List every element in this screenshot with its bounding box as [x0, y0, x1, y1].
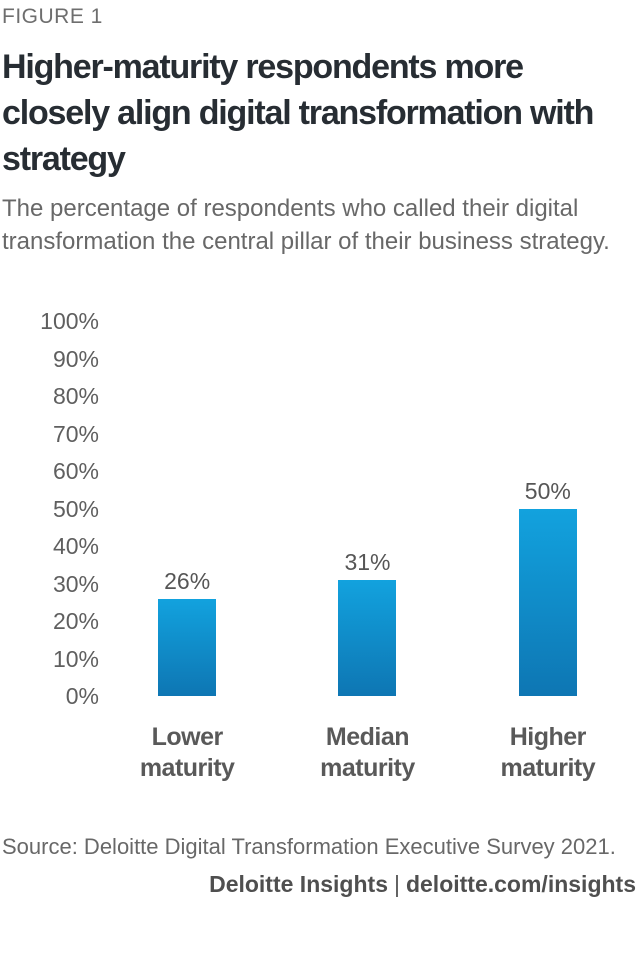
x-axis-category-label: Median maturity	[320, 723, 415, 782]
bar-value-label: 31%	[344, 548, 391, 575]
y-tick-label: 60%	[52, 458, 99, 484]
y-tick-label: 80%	[52, 383, 99, 409]
bar	[518, 508, 577, 696]
y-tick-label: 90%	[52, 345, 99, 372]
y-tick-label: 40%	[52, 533, 99, 559]
y-tick-label: 100%	[40, 308, 99, 334]
x-axis-category: Median maturity	[277, 722, 457, 784]
bar	[158, 598, 217, 696]
y-tick-label: 30%	[52, 570, 99, 597]
footer-brand: Deloitte Insights	[209, 871, 388, 897]
bar-group: 50%	[458, 477, 638, 696]
bar-group: 31%	[277, 549, 457, 696]
figure-number-label: FIGURE 1	[2, 5, 103, 28]
bar-chart: 0% 10% 20% 30% 40% 50% 60% 70% 80% 90% 100% 26% 31%…	[2, 304, 638, 709]
bar-group: 26%	[97, 567, 277, 696]
x-axis-labels: Lower maturity Median maturity Higher matu…	[97, 722, 638, 784]
bar	[338, 579, 397, 696]
footer-url: deloitte.com/insights	[405, 871, 636, 897]
footer: Deloitte Insights | deloitte.com/insights	[2, 871, 638, 897]
x-axis-category: Lower maturity	[97, 722, 277, 784]
bar-value-label: 26%	[164, 567, 211, 594]
chart-title: Higher-maturity respondents more closely…	[2, 48, 594, 178]
x-axis-category: Higher maturity	[458, 722, 638, 784]
bars: 26% 31% 50%	[97, 304, 638, 696]
chart-subtitle: The percentage of respondents who called…	[2, 195, 610, 255]
y-tick-label: 0%	[65, 683, 99, 709]
y-tick-label: 10%	[52, 645, 99, 672]
bar-value-label: 50%	[524, 477, 571, 504]
x-axis-category-label: Lower maturity	[139, 723, 235, 782]
footer-separator: |	[393, 871, 400, 897]
y-tick-label: 50%	[52, 495, 99, 522]
y-tick-label: 20%	[52, 608, 99, 634]
source-note: Source: Deloitte Digital Transformation …	[2, 834, 616, 859]
y-axis: 0% 10% 20% 30% 40% 50% 60% 70% 80% 90% 100%	[2, 304, 99, 709]
y-tick-label: 70%	[52, 420, 99, 447]
x-axis-category-label: Higher maturity	[500, 723, 596, 782]
